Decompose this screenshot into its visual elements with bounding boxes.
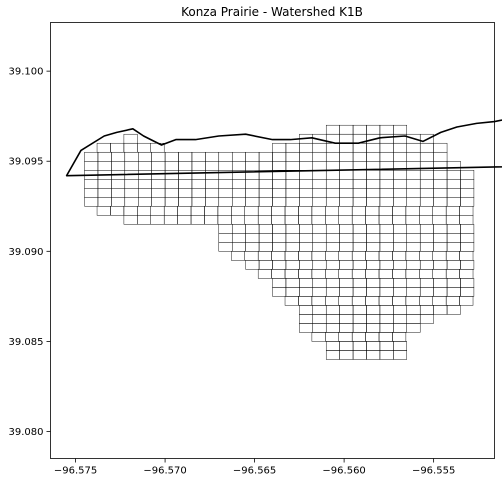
y-tick-label: 39.100 xyxy=(9,67,44,78)
x-tick-label: −96.575 xyxy=(54,466,97,477)
plot-frame xyxy=(50,22,495,459)
x-tick-label: −96.555 xyxy=(412,466,455,477)
y-axis: 39.080 39.085 39.090 39.095 39.100 xyxy=(9,67,51,438)
grid-cell xyxy=(459,296,474,306)
x-axis: −96.575 −96.570 −96.565 −96.560 −96.555 xyxy=(54,458,455,477)
grid-cell xyxy=(406,323,421,333)
x-tick-label: −96.560 xyxy=(322,466,365,477)
grid-cells xyxy=(84,124,475,360)
chart-title: Konza Prairie - Watershed K1B xyxy=(181,5,363,19)
grid-cell xyxy=(446,305,461,315)
grid-cell xyxy=(393,350,408,360)
x-tick-label: −96.570 xyxy=(143,466,186,477)
grid-cell xyxy=(419,314,434,324)
watershed-boundary xyxy=(65,119,502,177)
y-tick-label: 39.090 xyxy=(9,247,44,258)
y-tick-label: 39.095 xyxy=(9,157,44,168)
y-tick-label: 39.080 xyxy=(9,427,44,438)
y-tick-label: 39.085 xyxy=(9,337,44,348)
boundary-layer xyxy=(65,119,502,177)
x-tick-label: −96.565 xyxy=(233,466,276,477)
